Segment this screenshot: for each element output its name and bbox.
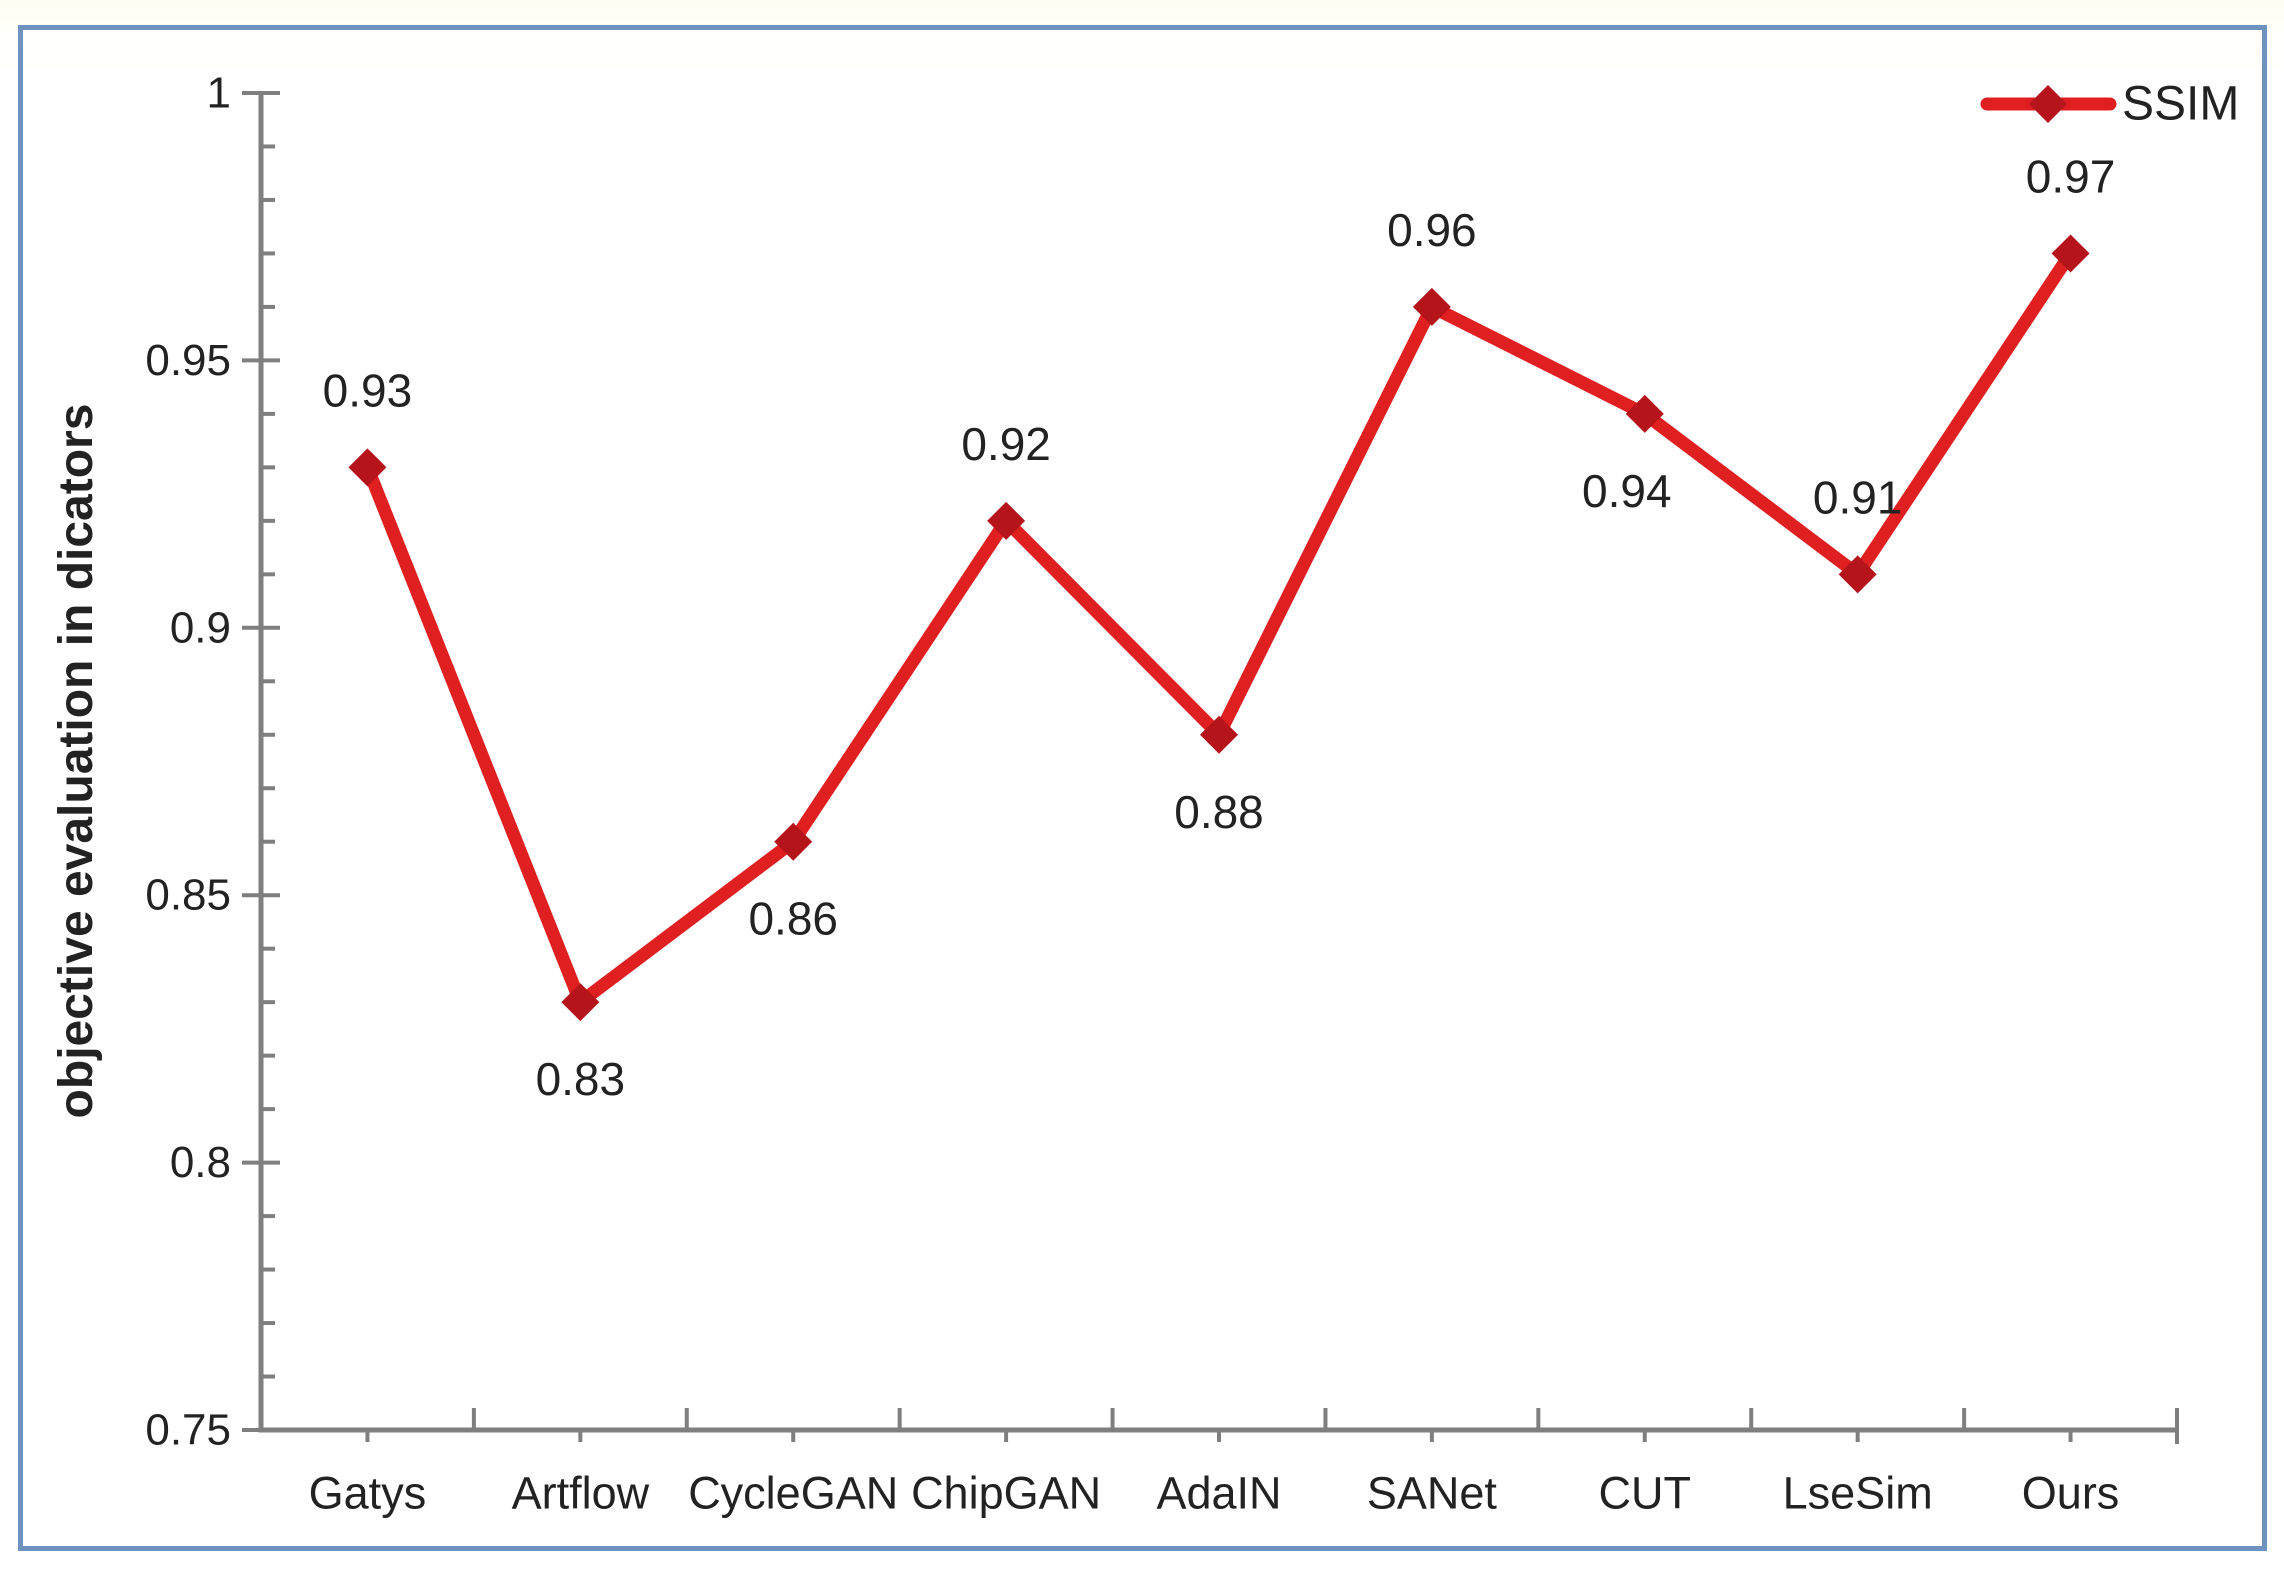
data-label: 0.88 <box>1174 786 1264 838</box>
data-labels: 0.93 0.83 0.86 0.92 0.88 0.96 0.94 0.91 0.97 <box>323 150 2116 1105</box>
data-label: 0.83 <box>536 1053 626 1105</box>
data-point-marker <box>561 983 600 1022</box>
category-label: Gatys <box>309 1468 427 1519</box>
category-label: AdaIN <box>1156 1468 1281 1519</box>
y-axis-tick-labels: 1 0.95 0.9 0.85 0.8 0.75 <box>145 69 231 1455</box>
y-tick-label: 0.85 <box>145 871 231 920</box>
data-label: 0.97 <box>2026 150 2116 202</box>
y-tick-label: 0.75 <box>145 1406 231 1455</box>
x-axis-ticks <box>365 1408 2179 1444</box>
y-axis-title: objective evaluation in dicators <box>50 404 103 1119</box>
data-label: 0.91 <box>1813 471 1903 523</box>
data-point-marker <box>1200 715 1238 754</box>
data-point-marker <box>1412 287 1451 326</box>
data-point-marker <box>774 822 813 861</box>
data-label: 0.94 <box>1582 465 1672 517</box>
series-ssim <box>360 246 2078 1009</box>
category-label: CUT <box>1599 1468 1691 1519</box>
category-label: Ours <box>2022 1468 2120 1519</box>
data-point-marker <box>1625 394 1664 433</box>
y-tick-label: 0.8 <box>170 1138 231 1187</box>
y-tick-label: 0.9 <box>170 603 231 652</box>
category-label: LseSim <box>1783 1468 1933 1519</box>
category-label: ChipGAN <box>911 1468 1101 1519</box>
data-point-marker <box>348 448 387 487</box>
axis-line <box>258 93 2177 1433</box>
data-label: 0.93 <box>323 364 413 416</box>
data-label: 0.96 <box>1387 204 1477 256</box>
data-label: 0.86 <box>748 893 838 945</box>
x-axis-category-labels: Gatys Artflow CycleGAN ChipGAN AdaIN SANet CUT… <box>309 1468 2120 1519</box>
data-point-marker <box>1838 555 1877 594</box>
y-axis-ticks <box>242 91 280 1432</box>
series-line <box>360 246 2078 1009</box>
category-label: SANet <box>1367 1468 1498 1519</box>
y-tick-label: 1 <box>207 69 231 118</box>
data-points <box>348 234 2090 1022</box>
y-tick-label: 0.95 <box>145 336 231 385</box>
category-label: Artflow <box>512 1468 650 1519</box>
axes <box>258 93 2177 1433</box>
legend-diamond-icon <box>2029 85 2067 123</box>
legend: SSIM <box>1980 78 2239 131</box>
data-label: 0.92 <box>961 418 1051 470</box>
chart-border <box>18 25 2267 1551</box>
data-point-marker <box>2051 234 2090 273</box>
data-point-marker <box>987 501 1026 540</box>
legend-label: SSIM <box>2122 78 2239 131</box>
category-label: CycleGAN <box>688 1468 898 1519</box>
